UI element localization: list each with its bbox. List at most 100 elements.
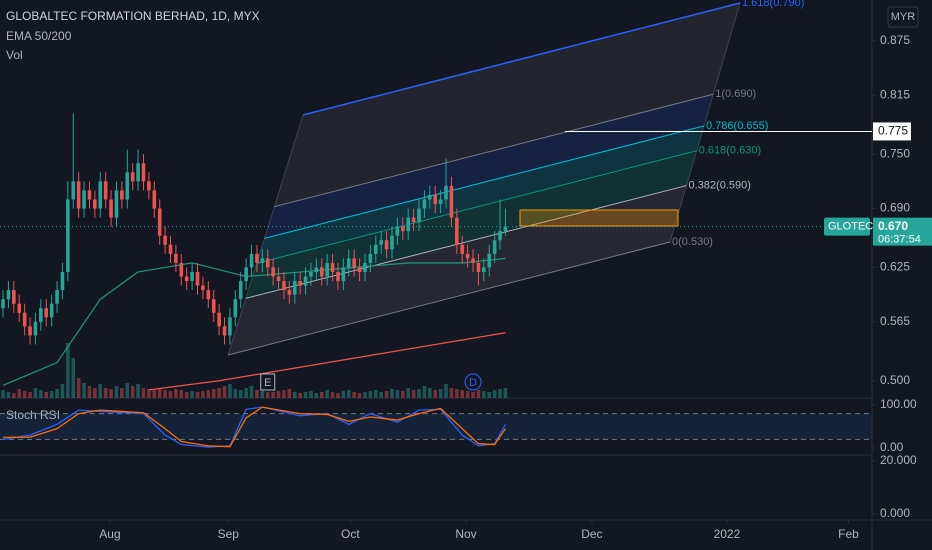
volume-bar (184, 392, 189, 398)
volume-bar (109, 389, 113, 398)
volume-bar (487, 392, 492, 398)
countdown: 06:37:54 (878, 234, 921, 246)
volume-bar (341, 391, 346, 398)
candle-body (222, 326, 227, 336)
volume-bar (314, 393, 319, 398)
volume-bar (125, 383, 130, 398)
candle-body (190, 271, 194, 282)
volume-bar (17, 389, 22, 398)
candle-body (271, 267, 275, 277)
candle-body (76, 181, 81, 209)
volume-bar (179, 390, 184, 398)
volume-bar (147, 389, 151, 398)
candle-body (400, 226, 405, 232)
y-tick-label: 0.000 (880, 506, 910, 520)
y-tick-label: 0.500 (880, 373, 910, 387)
fib-label: 0.786(0.655) (706, 120, 768, 132)
candle-body (17, 303, 22, 313)
volume-bar (292, 392, 297, 398)
event-marker (464, 373, 482, 391)
volume-bar (319, 392, 324, 398)
candle-body (103, 181, 108, 200)
y-tick-label: 20.000 (880, 453, 917, 467)
x-tick-label: Oct (341, 527, 360, 541)
currency[interactable]: MYR (891, 11, 916, 23)
volume-bar (492, 390, 497, 398)
fib-edge (227, 114, 304, 356)
stoch-legend[interactable]: Stoch RSI (6, 408, 60, 422)
candle-body (411, 217, 416, 223)
candle-body (195, 271, 200, 286)
x-tick-label: Feb (838, 527, 859, 541)
volume-bar (379, 392, 383, 398)
candle-body (498, 231, 502, 241)
candle-body (206, 290, 211, 300)
last-price-label: 0.670 (878, 219, 908, 233)
candle-body (303, 276, 308, 286)
candle-body (1, 299, 5, 309)
candle-body (217, 312, 221, 327)
candle-body (428, 194, 432, 200)
volume-bar (168, 391, 173, 398)
volume-bar (49, 391, 54, 398)
candle-body (211, 299, 216, 313)
volume-bar (406, 388, 411, 398)
candle-body (201, 285, 205, 291)
candle-body (346, 258, 351, 268)
fib-band (228, 185, 687, 355)
candle-body (417, 208, 421, 223)
candle-body (368, 253, 373, 263)
volume-bar (238, 390, 243, 398)
candle-body (390, 235, 394, 250)
candle-body (44, 308, 49, 318)
volume-bar (222, 386, 227, 398)
candle-body (341, 267, 346, 282)
candle-body (465, 253, 470, 259)
candle-body (487, 253, 492, 268)
fib-line (256, 150, 697, 264)
candle-body (141, 163, 146, 182)
candle-body (168, 244, 173, 254)
candle-body (114, 190, 119, 218)
candle-body (244, 267, 248, 282)
candle-body (233, 299, 238, 318)
candle-body (309, 271, 313, 277)
horizontal-ray-label-bg (873, 122, 911, 141)
candle-body (6, 290, 11, 300)
volume-bar (346, 390, 351, 398)
volume-bar (336, 393, 340, 398)
ema-legend[interactable]: EMA 50/200 (6, 29, 72, 43)
candle-body (93, 199, 97, 209)
volume-bar (503, 388, 508, 398)
event-label: D (469, 377, 477, 389)
candle-body (125, 172, 130, 200)
candle-body (363, 262, 367, 272)
volume-legend[interactable]: Vol (6, 48, 23, 62)
volume-bar (498, 389, 502, 398)
candle-body (157, 208, 162, 236)
y-tick-label: 0.815 (880, 87, 910, 101)
volume-bar (1, 390, 5, 398)
candle-body (287, 290, 292, 295)
fib-line (302, 2, 741, 116)
volume-bar (352, 392, 356, 398)
candle-body (28, 326, 32, 336)
volume-bar (114, 386, 119, 398)
candle-body (406, 217, 411, 232)
ema-line (148, 332, 506, 391)
fib-line (264, 125, 705, 239)
volume-bar (298, 393, 302, 398)
candle-body (98, 181, 103, 209)
volume-bar (363, 392, 367, 398)
currency-box[interactable] (887, 6, 919, 28)
volume-bar (93, 388, 97, 398)
candle-body (357, 267, 362, 272)
candle-body (147, 181, 151, 191)
volume-bar (28, 392, 32, 398)
candle-body (325, 262, 329, 277)
fib-band (256, 125, 705, 264)
volume-bar (444, 384, 448, 398)
volume-bar (438, 389, 443, 398)
volume-bar (103, 388, 108, 398)
